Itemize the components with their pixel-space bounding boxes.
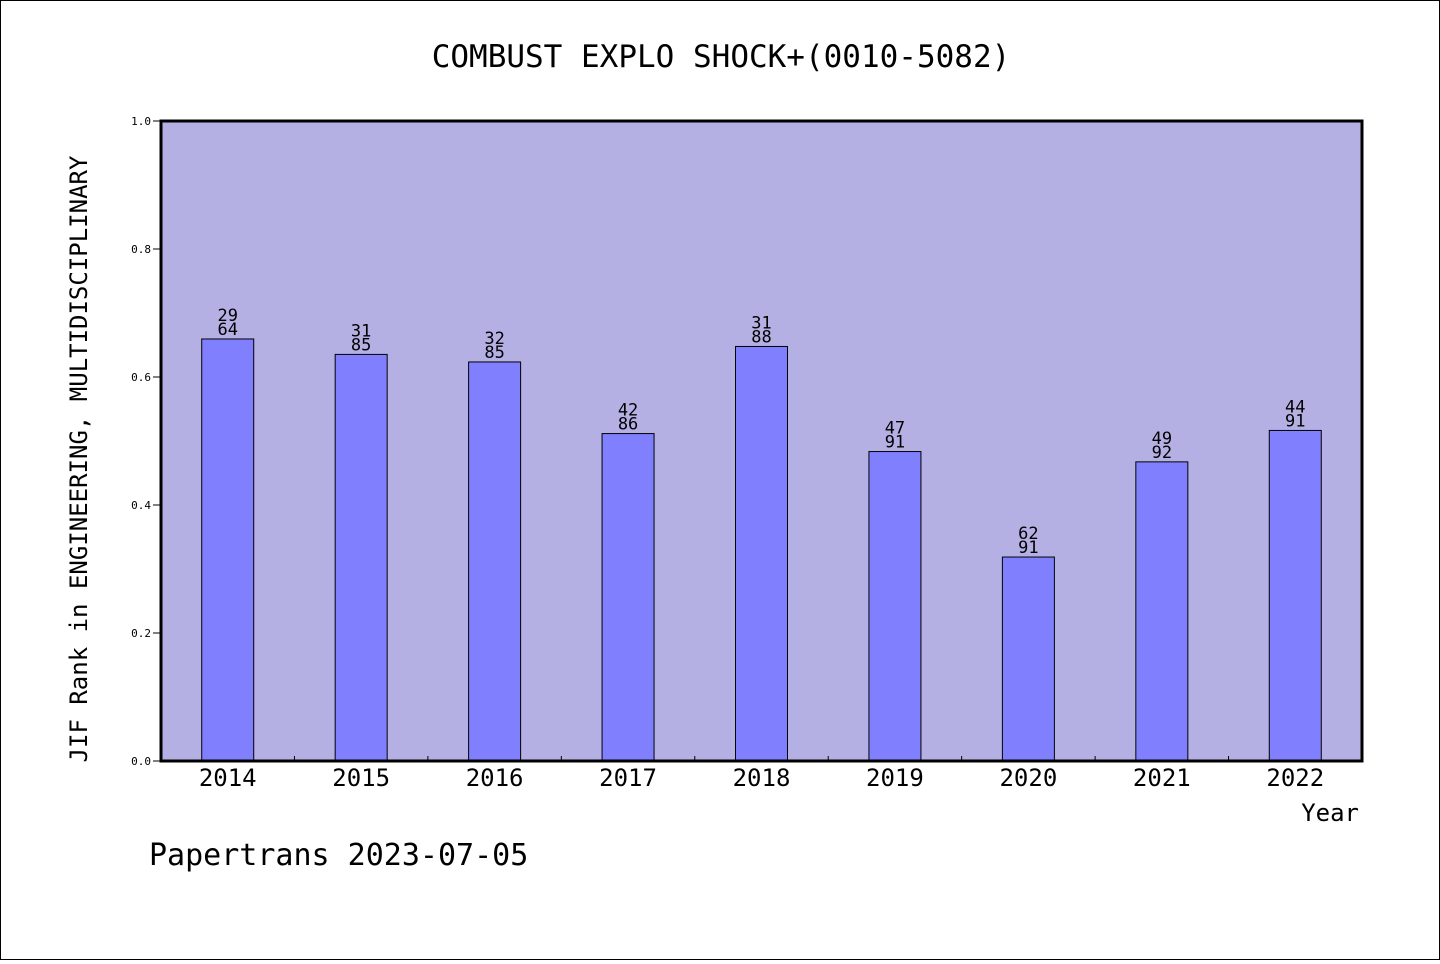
bar-2016 — [468, 361, 522, 762]
bar-label-rank-2020: 62 — [1018, 524, 1038, 544]
chart-title: COMBUST EXPLO SHOCK+(0010-5082) — [432, 39, 1011, 75]
x-tick-label-2021: 2021 — [1133, 764, 1191, 792]
bar-label-total-2019: 91 — [885, 433, 905, 453]
bar-2018 — [735, 345, 788, 762]
y-tick-label-0.0: 0.0 — [131, 755, 151, 768]
bar-label-rank-2014: 29 — [217, 306, 237, 326]
x-tick-label-2014: 2014 — [199, 764, 257, 792]
footer-caption: Papertrans 2023-07-05 — [149, 838, 528, 873]
bar-2021 — [1135, 461, 1189, 762]
bar-label-total-2014: 64 — [217, 320, 237, 340]
bar-label-rank-2022: 44 — [1285, 397, 1305, 417]
x-tick-label-2016: 2016 — [466, 764, 524, 792]
bar-2017 — [601, 433, 655, 762]
bar-2022 — [1268, 429, 1322, 762]
bar-label-total-2022: 91 — [1285, 411, 1305, 431]
bar-label-total-2015: 85 — [351, 335, 371, 355]
bar-label-total-2017: 86 — [618, 415, 638, 435]
bar-2020 — [1001, 556, 1055, 762]
y-tick-label-1.0: 1.0 — [131, 115, 151, 128]
bar-label-rank-2018: 31 — [751, 313, 771, 333]
bar-label-total-2018: 88 — [751, 327, 771, 347]
plot-border — [159, 119, 1364, 763]
y-tick-label-0.4: 0.4 — [131, 499, 151, 512]
bar-2014 — [201, 338, 255, 762]
bar-label-total-2020: 91 — [1018, 538, 1038, 558]
x-tick-label-2017: 2017 — [599, 764, 657, 792]
y-tick-label-0.6: 0.6 — [131, 371, 151, 384]
y-tick-label-0.8: 0.8 — [131, 243, 151, 256]
bar-label-total-2016: 85 — [484, 343, 504, 363]
x-axis-label: Year — [1301, 799, 1359, 827]
bar-2019 — [868, 451, 922, 762]
bar-label-rank-2021: 49 — [1152, 429, 1172, 449]
bar-label-rank-2017: 42 — [618, 401, 638, 421]
y-axis-label: JIF Rank in ENGINEERING, MULTIDISCIPLINA… — [65, 155, 93, 762]
y-tick-label-0.2: 0.2 — [131, 627, 151, 640]
bar-2015 — [334, 353, 388, 762]
x-tick-label-2022: 2022 — [1266, 764, 1324, 792]
bar-label-rank-2019: 47 — [885, 419, 905, 439]
bar-label-rank-2016: 32 — [484, 329, 504, 349]
x-tick-label-2020: 2020 — [999, 764, 1057, 792]
bar-label-rank-2015: 31 — [351, 321, 371, 341]
x-tick-label-2015: 2015 — [332, 764, 390, 792]
bar-label-total-2021: 92 — [1152, 443, 1172, 463]
x-tick-label-2018: 2018 — [733, 764, 791, 792]
x-tick-label-2019: 2019 — [866, 764, 924, 792]
